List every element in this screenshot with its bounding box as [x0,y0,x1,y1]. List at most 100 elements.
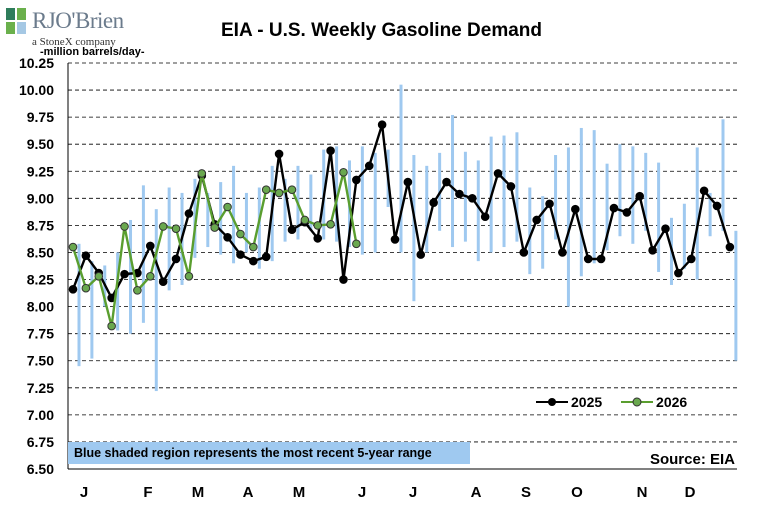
range-bar [373,152,377,253]
data-point [68,284,78,294]
data-point [545,199,554,209]
range-bar [644,152,648,231]
data-point [583,254,593,264]
data-point [133,286,142,295]
range-bar [154,209,158,392]
legend-item-2026: 2026 [620,394,687,410]
data-point [686,254,696,264]
data-point [519,248,529,257]
range-bar [695,147,699,280]
data-point [81,251,91,261]
x-tick-label: F [143,484,152,501]
data-point [184,209,194,218]
data-point [184,271,194,281]
data-point [300,215,310,225]
data-point [287,185,297,194]
data-point [493,169,503,178]
series-2025 [68,120,735,303]
data-point [571,204,580,214]
range-bar [618,144,622,237]
range-bar [167,187,171,291]
data-point [223,202,232,212]
data-point [261,185,271,194]
y-tick-label: 6.75 [27,434,54,450]
data-point [171,224,181,233]
series-2026 [68,168,361,331]
brand-logo: RJO'Brien a StoneX company [6,6,196,50]
range-bar [309,174,313,231]
brand-name: RJO'Brien [32,8,124,33]
data-point [313,234,323,243]
data-point [107,321,116,331]
data-point [455,189,464,199]
range-bar [631,146,635,244]
grid-lines [67,62,737,470]
range-bar [90,261,94,359]
range-bar [541,196,545,269]
legend-swatch-2026-icon [621,397,654,407]
data-point [287,225,297,235]
data-point [274,188,284,198]
data-point [145,241,155,251]
data-point [596,254,606,264]
y-axis-ticks: 6.50 6.75 7.00 7.25 7.50 7.75 8.00 8.25 8.50 8.75… [19,55,54,477]
data-point [648,246,657,255]
legend-item-2025: 2025 [535,394,602,410]
data-point [609,203,619,213]
data-point [725,242,735,252]
legend-label-2025: 2025 [571,394,603,410]
y-axis-units: -million barrels/day- [40,46,145,58]
data-point [352,239,361,249]
data-point [674,268,683,278]
legend: 2025 2026 [535,394,701,414]
y-tick-label: 8.75 [27,217,54,233]
range-bar [592,130,596,264]
range-bar [554,155,558,240]
data-point [274,149,284,159]
y-tick-label: 6.50 [27,461,54,477]
five-year-range-bars [77,84,738,392]
range-bar [502,135,506,248]
logo-mark-icon [6,8,26,34]
data-point [442,177,451,187]
data-point [120,222,129,231]
data-point [249,256,258,266]
x-tick-label: M [192,484,205,501]
range-bar [129,219,133,334]
chart-title: EIA - U.S. Weekly Gasoline Demand [221,20,542,41]
data-point [377,120,387,130]
range-note: Blue shaded region represents the most r… [68,442,470,464]
range-bar [360,146,364,255]
x-tick-label: J [80,484,88,501]
range-bar [244,192,248,253]
data-point [635,191,645,201]
data-point [81,283,91,293]
data-point [326,220,335,229]
range-bar [77,243,81,367]
y-tick-label: 10.25 [19,55,54,71]
y-tick-label: 10.00 [19,82,54,98]
data-point [223,233,232,242]
y-tick-label: 7.50 [27,353,54,369]
data-point [120,269,129,279]
data-point [145,271,155,281]
range-bar [451,114,455,248]
data-point [236,229,245,239]
range-bar [206,192,210,248]
data-point [339,275,348,284]
data-point [236,250,245,259]
data-point [352,175,361,185]
x-tick-label: J [409,484,417,501]
range-bar [657,162,661,272]
range-bar [721,119,725,231]
data-point [68,242,78,252]
data-point [197,169,207,178]
range-bar [141,185,145,323]
range-bar [412,155,416,302]
data-point [210,223,219,232]
range-bar [476,160,480,262]
y-tick-label: 7.25 [27,380,54,396]
data-point [622,208,632,217]
data-point [467,194,477,203]
range-bar [116,252,120,331]
